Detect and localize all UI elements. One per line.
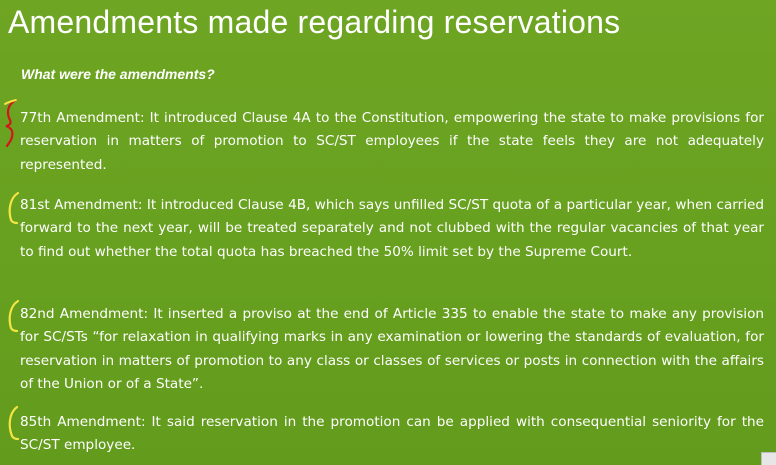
slide-subtitle: What were the amendments?: [21, 66, 215, 82]
slide-title: Amendments made regarding reservations: [8, 4, 621, 40]
amendment-85-paragraph: 85th Amendment: It said reservation in t…: [20, 414, 764, 454]
amendment-77-paragraph: 77th Amendment: It introduced Clause 4A …: [20, 110, 764, 173]
amendment-82-paragraph: 82nd Amendment: It inserted a proviso at…: [20, 306, 764, 393]
amendment-81-paragraph: 81st Amendment: It introduced Clause 4B,…: [20, 197, 764, 260]
window-corner-scroll[interactable]: [761, 452, 776, 465]
